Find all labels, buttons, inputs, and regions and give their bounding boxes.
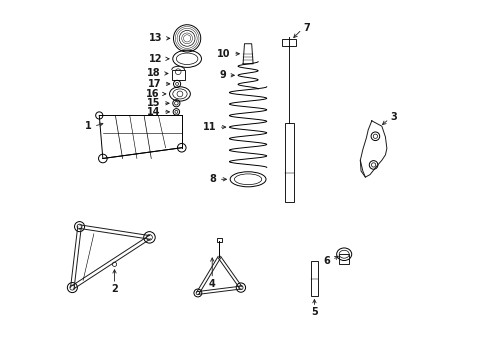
Text: 11: 11 (203, 122, 216, 132)
Bar (339, 254, 348, 264)
Text: 13: 13 (149, 33, 163, 43)
Text: 9: 9 (219, 70, 226, 80)
Bar (216, 238, 222, 242)
Text: 14: 14 (147, 107, 160, 117)
Text: 6: 6 (323, 256, 330, 266)
Bar (285, 123, 293, 202)
Text: 5: 5 (310, 307, 317, 316)
Text: 1: 1 (85, 121, 92, 131)
Text: 2: 2 (111, 284, 118, 294)
Text: 18: 18 (147, 68, 161, 78)
Text: 16: 16 (145, 89, 159, 99)
Text: 12: 12 (149, 54, 163, 64)
Text: 7: 7 (303, 23, 310, 33)
Text: 8: 8 (209, 174, 216, 184)
Bar (310, 261, 317, 296)
Text: 15: 15 (147, 98, 160, 108)
Bar (171, 70, 184, 80)
Text: 10: 10 (217, 49, 230, 59)
Bar (282, 39, 296, 45)
Text: 3: 3 (389, 112, 396, 122)
Text: 4: 4 (208, 279, 215, 289)
Text: 17: 17 (147, 79, 161, 89)
